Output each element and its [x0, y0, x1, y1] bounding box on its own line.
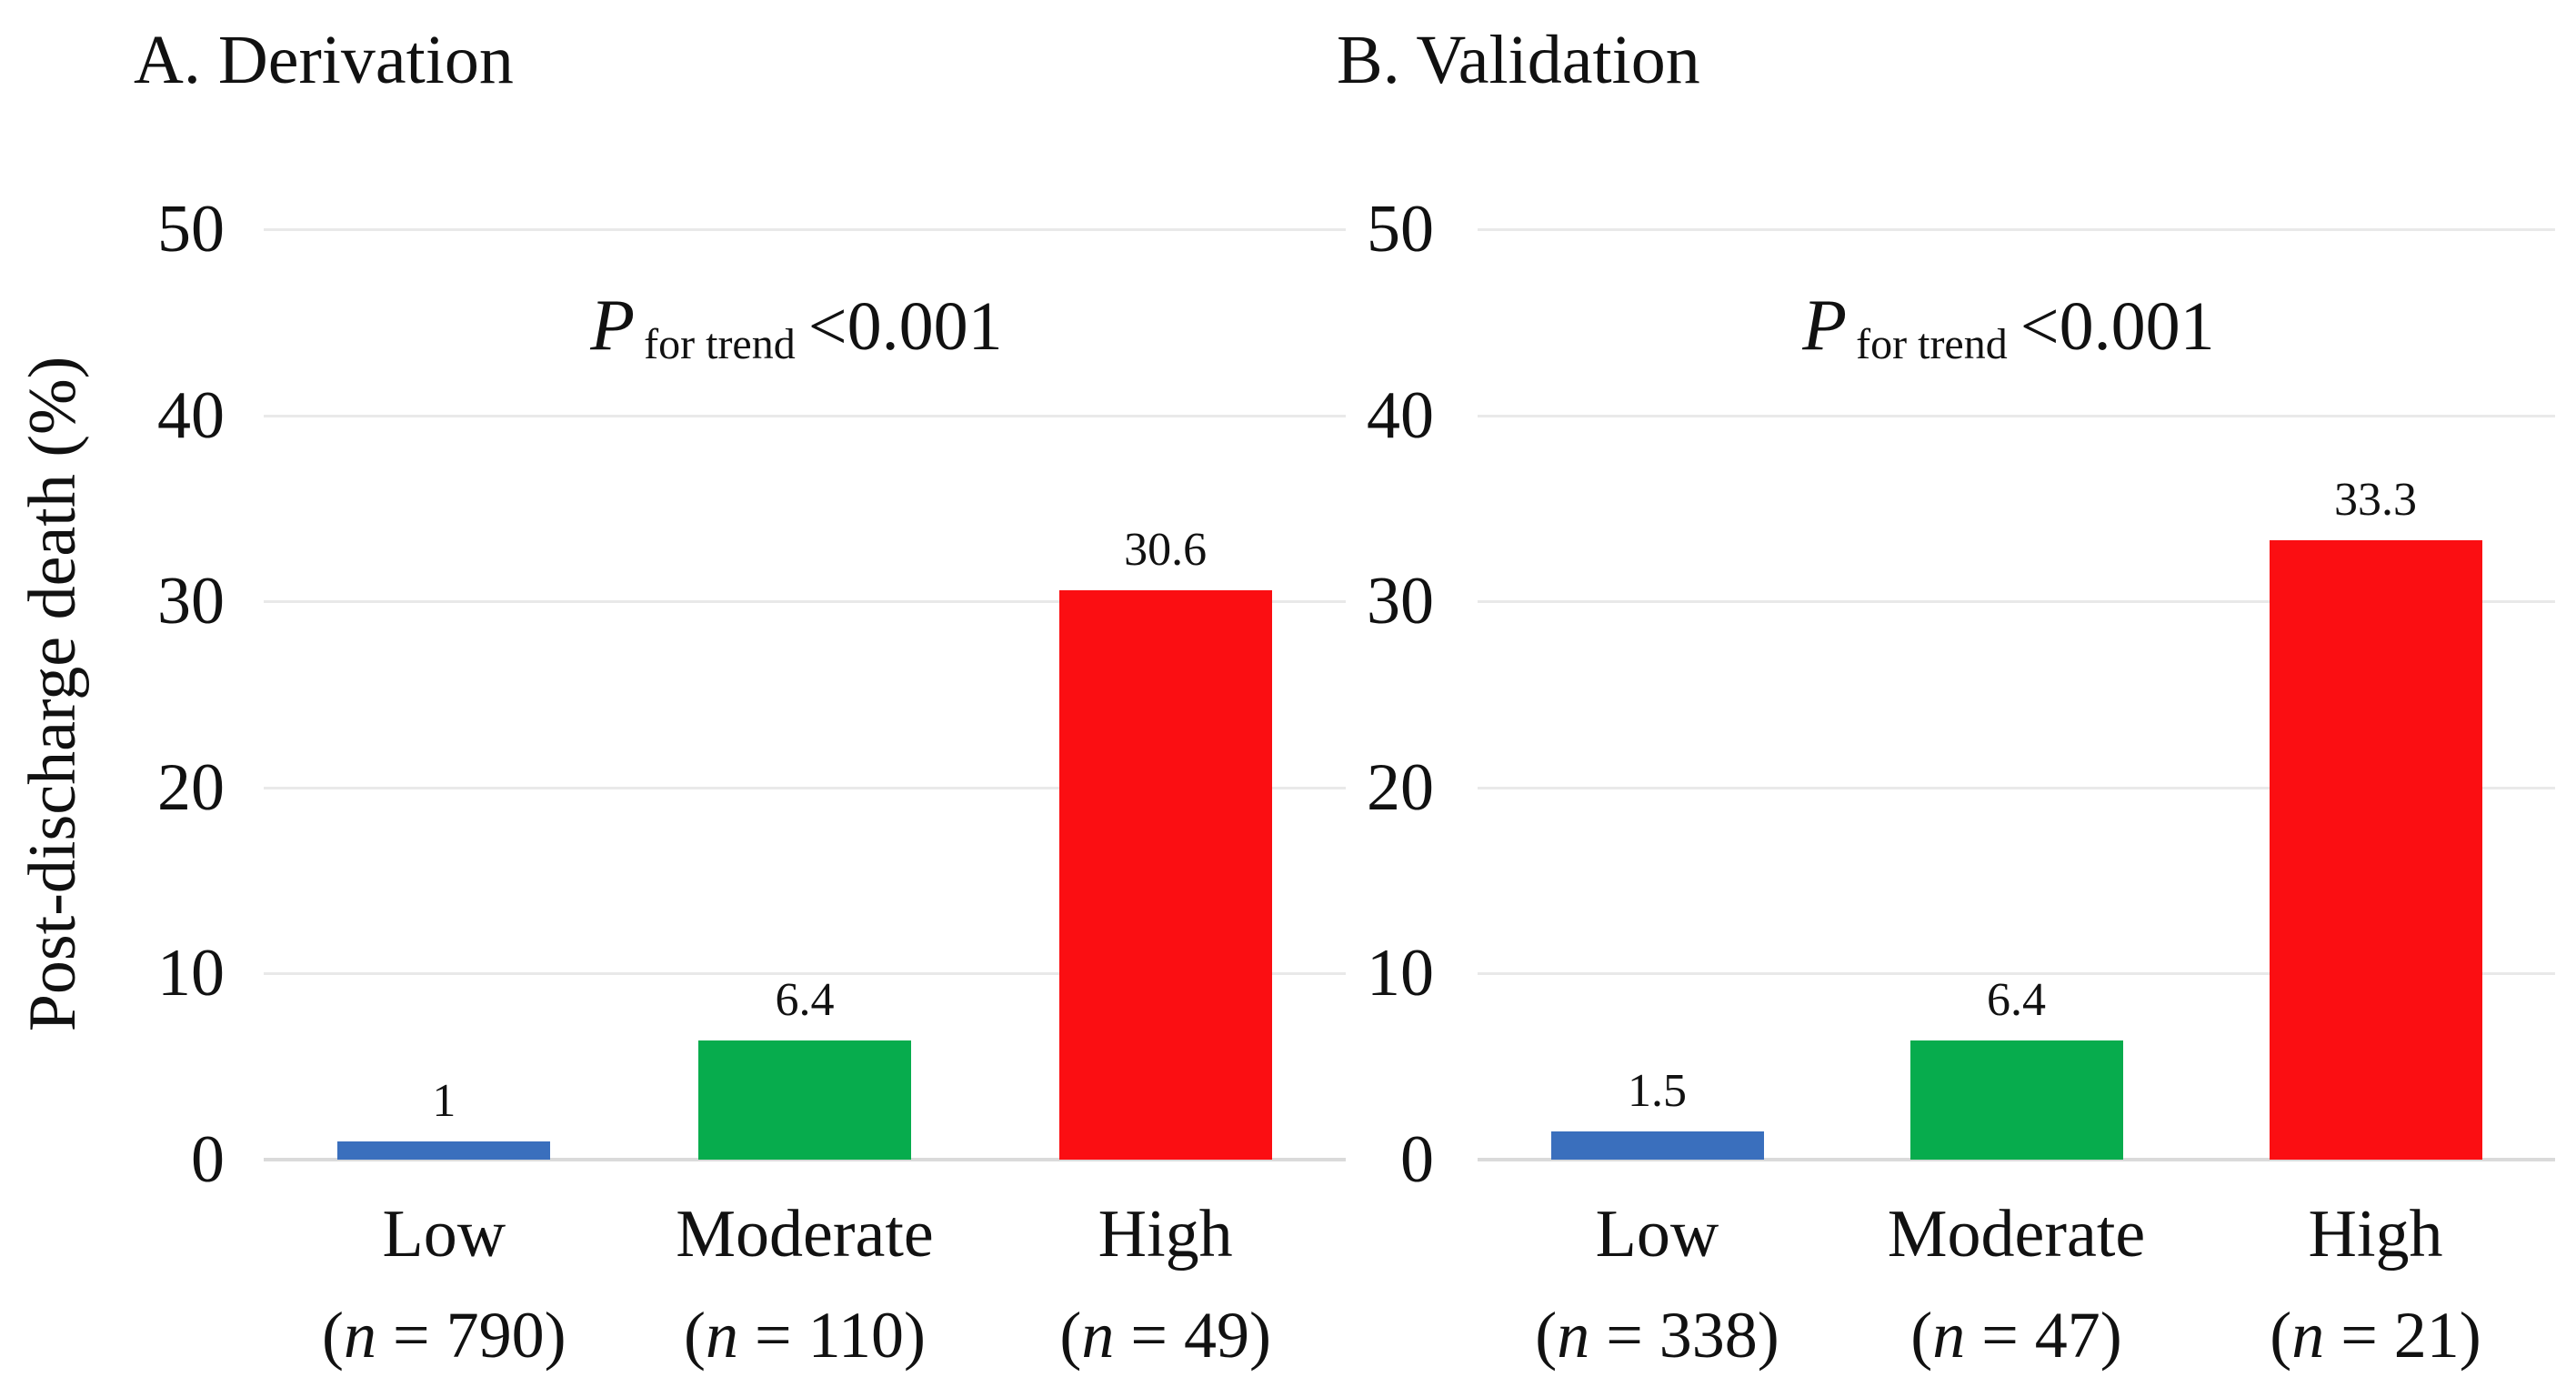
bar-low-derivation [337, 1141, 551, 1160]
bar-moderate-validation [1909, 1040, 2123, 1160]
p-subscript: for trend [1856, 320, 2008, 368]
y-tick-label-40-validation: 40 [1367, 377, 1434, 453]
gridline-50-validation [1478, 228, 2555, 231]
y-tick-label-0-validation: 0 [1400, 1122, 1434, 1197]
x-category-label-derivation: High [1098, 1197, 1233, 1271]
bar-high-derivation [1058, 589, 1272, 1160]
p-symbol: P [1802, 286, 1848, 366]
gridline-40-validation [1478, 414, 2555, 417]
gridline-0-validation [1478, 1158, 2555, 1161]
gridline-20-validation [1478, 786, 2555, 789]
gridline-10-derivation [264, 972, 1346, 976]
bar-value-label-validation: 33.3 [2334, 473, 2417, 526]
x-category-n-label-derivation: (n = 110) [684, 1299, 926, 1372]
p-value: <0.001 [807, 288, 1003, 365]
p-value: <0.001 [2020, 288, 2215, 365]
gridline-30-derivation [264, 600, 1346, 604]
y-tick-label-30-validation: 30 [1367, 564, 1434, 639]
x-category-n-label-derivation: (n = 49) [1059, 1299, 1271, 1372]
y-tick-label-20-derivation: 20 [157, 749, 225, 825]
x-category-n-label-derivation: (n = 790) [322, 1299, 566, 1372]
x-category-label-validation: High [2308, 1197, 2443, 1271]
bar-high-validation [2269, 539, 2482, 1160]
y-tick-label-10-derivation: 10 [157, 936, 225, 1011]
y-tick-label-50-validation: 50 [1367, 192, 1434, 266]
y-tick-label-50-derivation: 50 [157, 192, 225, 266]
y-tick-label-20-validation: 20 [1367, 749, 1434, 825]
x-category-label-validation: Low [1595, 1197, 1719, 1271]
y-tick-label-0-derivation: 0 [191, 1122, 225, 1197]
x-category-n-label-validation: (n = 338) [1535, 1299, 1779, 1372]
panel-b-title: B. Validation [1337, 22, 1700, 98]
bar-moderate-derivation [698, 1040, 911, 1160]
x-category-n-label-validation: (n = 21) [2270, 1299, 2481, 1372]
x-category-label-derivation: Moderate [676, 1197, 934, 1271]
y-tick-label-10-validation: 10 [1367, 936, 1434, 1011]
bar-value-label-validation: 6.4 [1987, 974, 2046, 1027]
gridline-20-derivation [264, 786, 1346, 789]
gridline-0-derivation [264, 1158, 1346, 1161]
gridline-50-derivation [264, 228, 1346, 231]
p-trend-annotation-validation: P for trend <0.001 [1802, 286, 2215, 367]
x-category-label-validation: Moderate [1887, 1197, 2146, 1271]
bar-value-label-validation: 1.5 [1628, 1065, 1687, 1118]
p-trend-annotation-derivation: P for trend <0.001 [590, 286, 1003, 367]
x-category-n-label-validation: (n = 47) [1910, 1299, 2122, 1372]
bar-value-label-derivation: 6.4 [775, 974, 835, 1027]
p-subscript: for trend [644, 320, 796, 368]
bar-low-validation [1550, 1131, 1764, 1160]
gridline-10-validation [1478, 972, 2555, 976]
y-tick-label-40-derivation: 40 [157, 377, 225, 453]
gridline-30-validation [1478, 600, 2555, 604]
bar-value-label-derivation: 1 [432, 1074, 456, 1127]
y-tick-label-30-derivation: 30 [157, 564, 225, 639]
p-symbol: P [590, 286, 636, 366]
bar-value-label-derivation: 30.6 [1124, 523, 1208, 576]
panel-a-title: A. Derivation [134, 22, 514, 98]
x-category-label-derivation: Low [382, 1197, 506, 1271]
gridline-40-derivation [264, 414, 1346, 417]
